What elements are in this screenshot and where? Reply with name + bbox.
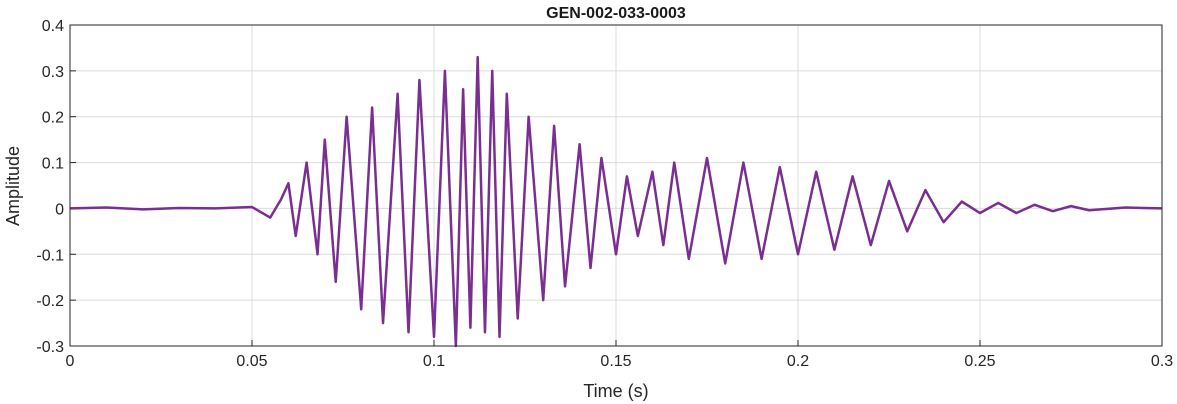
y-tick-label: 0.1 [42, 156, 64, 173]
y-tick-label: -0.1 [36, 247, 64, 264]
x-axis-label: Time (s) [583, 381, 648, 401]
y-tick-label: 0.4 [42, 18, 64, 35]
x-tick-label: 0.25 [964, 353, 995, 370]
chart-title: GEN-002-033-0003 [546, 5, 686, 22]
x-tick-label: 0.2 [787, 353, 809, 370]
y-tick-label: 0.3 [42, 64, 64, 81]
y-tick-label: 0 [55, 201, 64, 218]
y-tick-label: -0.3 [36, 339, 64, 356]
x-tick-labels: 0 0.05 0.1 0.15 0.2 0.25 0.3 [66, 353, 1174, 370]
x-tick-label: 0.05 [236, 353, 267, 370]
series-line-group [69, 55, 1163, 348]
plot-frame [69, 24, 1163, 347]
x-tick-label: 0 [66, 353, 75, 370]
y-tick-labels: -0.3 -0.2 -0.1 0 0.1 0.2 0.3 0.4 [36, 18, 64, 356]
y-tick-label: 0.2 [42, 110, 64, 127]
x-tick-label: 0.15 [600, 353, 631, 370]
x-tick-label: 0.3 [1151, 353, 1173, 370]
y-axis-label: Amplitude [3, 146, 23, 226]
amplitude-series-line [69, 55, 1163, 348]
x-tick-label: 0.1 [423, 353, 445, 370]
y-tick-label: -0.2 [36, 293, 64, 310]
